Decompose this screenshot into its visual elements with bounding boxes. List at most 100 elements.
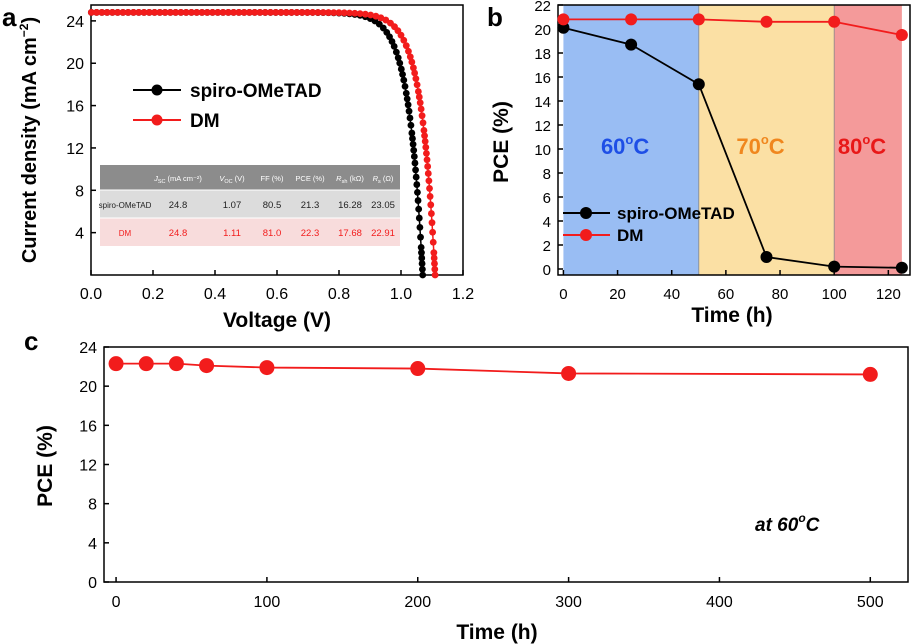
y-tick-label: 24: [66, 14, 84, 31]
pce-data-point: [108, 356, 124, 372]
x-tick-label: 0: [112, 594, 121, 611]
y-tick-label: 24: [79, 340, 97, 357]
jv-data-point: [367, 11, 375, 19]
table-cell: spiro-OMeTAD: [99, 201, 152, 210]
jv-data-point: [230, 9, 238, 16]
y-tick-label: 8: [543, 166, 551, 183]
jv-data-point: [425, 177, 433, 185]
y-tick-label: 0: [543, 262, 551, 279]
table-cell: 22.3: [301, 228, 320, 239]
jv-data-point: [431, 271, 439, 279]
panel-b-legend: spiro-OMeTAD DM: [563, 204, 735, 245]
jv-data-point: [414, 197, 422, 204]
panel-c-annotation-text: at 60: [755, 515, 799, 536]
jv-data-point: [427, 210, 435, 217]
pce-data-point: [862, 366, 878, 382]
y-tick-label: 4: [75, 226, 84, 243]
jv-data-point: [421, 137, 429, 145]
pce-data-point: [760, 251, 773, 263]
jv-data-point: [428, 219, 436, 227]
x-tick-label: 100: [254, 594, 281, 611]
jv-data-point: [411, 159, 419, 167]
jv-data-point: [314, 9, 322, 16]
jv-data-point: [415, 93, 423, 101]
jv-data-point: [145, 9, 153, 16]
jv-data-point: [119, 9, 127, 16]
jv-data-point: [309, 9, 317, 16]
jv-data-point: [399, 70, 406, 78]
jv-data-point: [407, 121, 415, 129]
jv-data-point: [193, 9, 201, 16]
x-tick-label: 1.2: [452, 286, 474, 303]
jv-data-point: [430, 254, 438, 262]
jv-data-point: [203, 9, 211, 16]
table-header-cell: PCE (%): [295, 174, 325, 183]
jv-data-point: [135, 9, 143, 16]
jv-data-point: [246, 9, 253, 16]
panel-b-y-axis-title: PCE (%): [490, 101, 513, 183]
panel-c-annotation: at 60oC: [755, 511, 820, 536]
jv-data-point: [410, 146, 418, 154]
jv-data-point: [397, 65, 405, 73]
jv-data-point: [417, 243, 425, 251]
legend-spiro-label: spiro-OMeTAD: [190, 81, 322, 102]
jv-data-point: [408, 129, 416, 137]
temperature-label: 80oC: [838, 132, 886, 159]
jv-data-point: [214, 9, 222, 16]
jv-data-point: [325, 9, 332, 16]
jv-data-point: [422, 143, 430, 151]
jv-data-point: [87, 9, 95, 16]
jv-data-point: [396, 59, 404, 67]
pce-data-point: [199, 358, 215, 374]
jv-data-point: [429, 238, 437, 246]
panel-a-legend: spiro-OMeTAD DM: [133, 81, 322, 132]
y-tick-label: 0: [88, 575, 97, 592]
table-cell: DM: [119, 229, 132, 238]
jv-data-point: [415, 214, 423, 222]
table-cell: 80.5: [263, 200, 282, 211]
jv-data-point: [172, 9, 180, 16]
panel-a-y-axis-title-sup: −2: [17, 23, 31, 37]
panel-c-x-axis-title: Time (h): [456, 621, 537, 644]
jv-data-point: [98, 9, 106, 16]
pce-data-point: [828, 260, 841, 273]
x-tick-label: 400: [706, 594, 733, 611]
jv-data-point: [419, 271, 427, 279]
x-tick-label: 60: [718, 286, 735, 303]
jv-data-point: [424, 163, 432, 170]
pce-data-point: [895, 261, 908, 274]
pce-data-point: [410, 361, 426, 377]
jv-data-point: [93, 9, 100, 16]
jv-data-point: [409, 135, 416, 142]
x-tick-label: 100: [822, 286, 847, 303]
panel-b: b 60oC 70oC 80oC 0 20 40 60 80 100 120 0 2 4 6 8 10 12…: [487, 0, 911, 327]
jv-data-point: [177, 9, 185, 16]
y-tick-label: 6: [543, 190, 551, 207]
pce-data-point: [138, 356, 154, 372]
pce-data-point: [561, 365, 577, 381]
jv-data-point: [361, 10, 369, 18]
pce-data-point: [625, 38, 638, 51]
jv-data-point: [166, 9, 174, 16]
jv-data-point: [417, 233, 424, 241]
panel-c-annotation-unit: C: [806, 515, 820, 536]
panel-a-x-axis-title: Voltage (V): [223, 309, 331, 332]
x-tick-label: 80: [772, 286, 789, 303]
jv-data-point: [346, 9, 353, 17]
jv-data-point: [151, 9, 158, 16]
table-cell: 17.68: [338, 228, 362, 239]
panel-a-curves: [87, 9, 439, 279]
jv-data-point: [267, 9, 274, 16]
jv-data-point: [413, 181, 421, 188]
jv-data-point: [431, 260, 438, 267]
y-tick-label: 4: [88, 536, 97, 553]
jv-data-point: [412, 166, 419, 174]
jv-data-point: [392, 48, 400, 56]
y-tick-label: 10: [534, 142, 551, 159]
panel-a-y-axis-title-close: ): [19, 17, 41, 24]
table-row-1-bg: [100, 190, 400, 218]
x-tick-label: 1.0: [390, 286, 412, 303]
pce-data-point: [259, 360, 275, 376]
pce-data-point: [692, 78, 705, 91]
y-tick-label: 8: [88, 497, 97, 514]
